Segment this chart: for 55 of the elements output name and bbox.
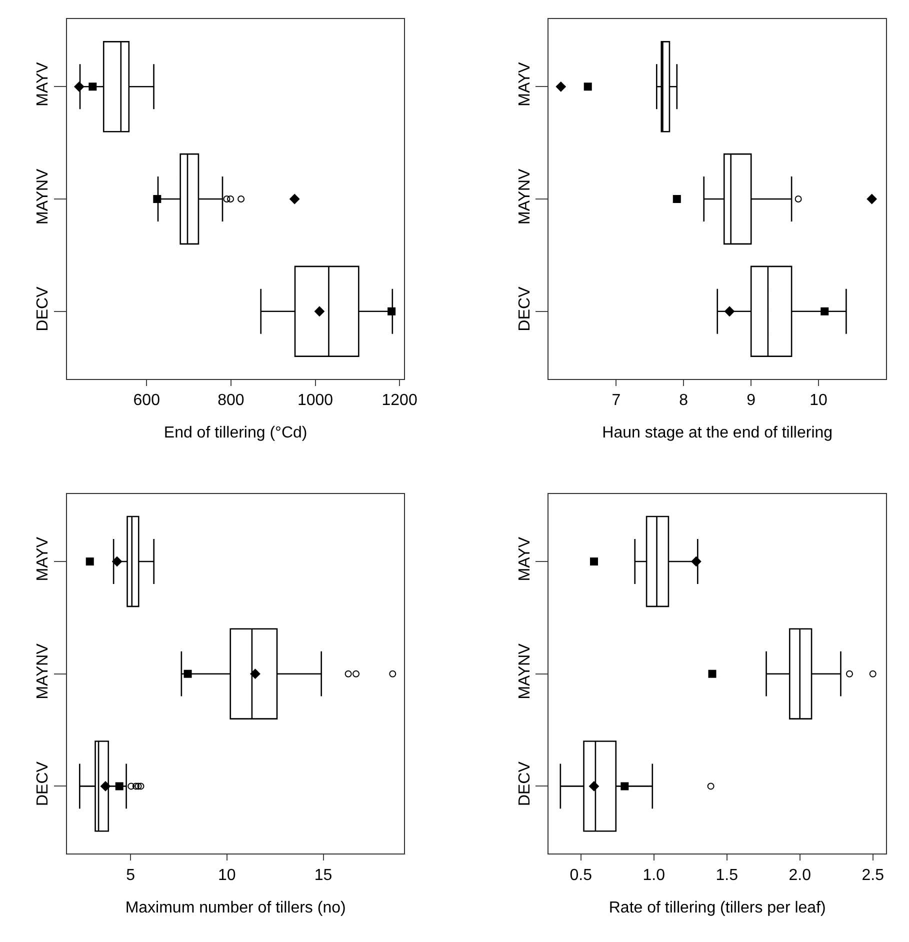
x-tick-label: 0.5 <box>570 866 592 884</box>
y-tick-label: MAYNV <box>34 643 52 700</box>
y-tick-label: MAYV <box>34 536 52 582</box>
point <box>584 82 592 91</box>
x-tick-label: 9 <box>746 392 756 409</box>
point <box>691 556 702 567</box>
x-tick-label: 5 <box>126 866 136 884</box>
x-tick-label: 800 <box>218 392 244 409</box>
x-tick-label: 2.0 <box>788 866 812 884</box>
y-tick-label: DECV <box>34 761 52 806</box>
y-tick-label: MAYV <box>516 536 534 582</box>
point <box>74 81 84 92</box>
point <box>820 307 829 316</box>
x-tick-label: 15 <box>314 866 332 884</box>
x-tick-label: 8 <box>679 392 688 409</box>
y-tick-label: DECV <box>34 286 52 332</box>
point <box>588 781 600 792</box>
point <box>672 195 681 204</box>
y-tick-label: MAYNV <box>516 168 534 224</box>
y-tick-label: MAYV <box>516 62 534 106</box>
point <box>388 307 396 316</box>
x-axis-title: Maximum number of tillers (no) <box>125 900 346 917</box>
y-tick-label: MAYV <box>34 62 52 106</box>
point <box>153 195 162 204</box>
point <box>724 306 735 317</box>
x-tick-label: 2.5 <box>862 866 884 884</box>
point <box>86 557 94 566</box>
point <box>866 194 878 204</box>
x-tick-label: 1200 <box>382 392 418 409</box>
point <box>708 670 716 678</box>
y-tick-label: DECV <box>516 286 534 332</box>
point <box>100 781 111 792</box>
y-tick-label: MAYNV <box>516 643 534 700</box>
x-axis-title: End of tillering (°Cd) <box>164 424 308 442</box>
x-axis-title: Haun stage at the end of tillering <box>602 424 833 442</box>
x-tick-label: 600 <box>133 392 160 409</box>
point <box>250 668 260 680</box>
y-tick-label: MAYNV <box>34 168 52 224</box>
point <box>115 782 124 790</box>
point <box>314 306 325 317</box>
x-axis-title: Rate of tillering (tillers per leaf) <box>608 900 826 917</box>
point <box>184 670 192 678</box>
x-tick-label: 10 <box>218 866 236 884</box>
point <box>88 82 97 91</box>
point <box>112 556 122 567</box>
point <box>590 557 598 566</box>
point <box>289 194 300 204</box>
point <box>556 81 566 92</box>
x-tick-label: 1000 <box>297 392 334 409</box>
point <box>620 782 629 790</box>
y-tick-label: DECV <box>516 761 534 806</box>
x-tick-label: 1.0 <box>642 866 666 884</box>
x-tick-label: 10 <box>810 392 828 409</box>
x-tick-label: 1.5 <box>716 866 738 884</box>
x-tick-label: 7 <box>612 392 621 409</box>
